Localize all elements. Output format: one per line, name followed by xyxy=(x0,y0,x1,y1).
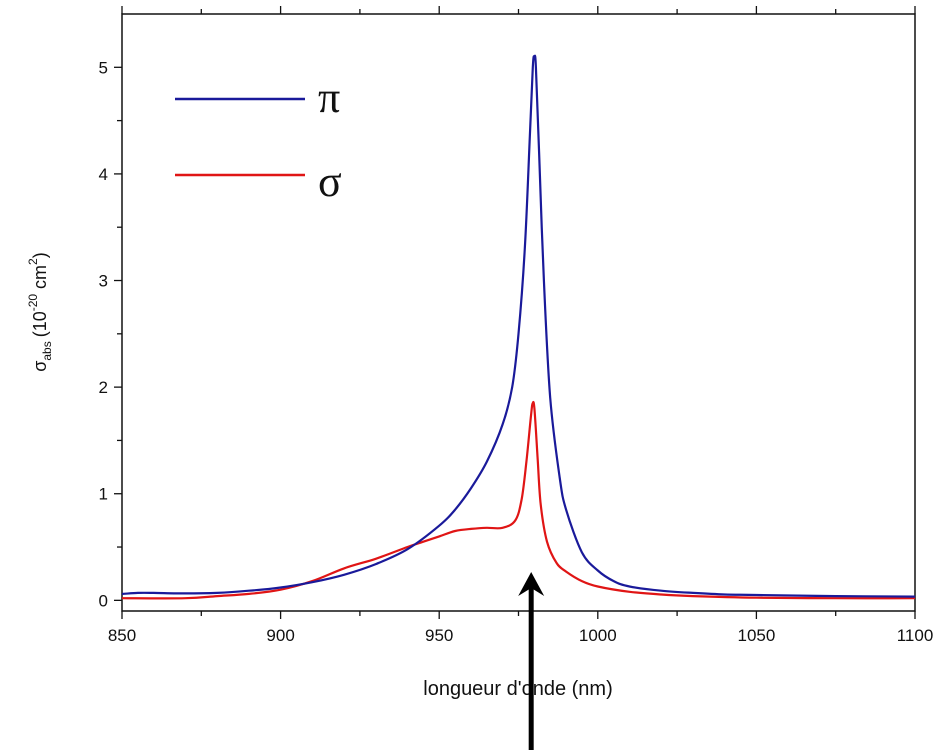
y-tick-label: 3 xyxy=(99,272,108,291)
legend: π σ xyxy=(175,73,342,206)
peak-arrow xyxy=(518,572,545,750)
y-tick-labels: 0 1 2 3 4 5 xyxy=(99,58,108,610)
y-axis-exponent: -20 xyxy=(26,294,40,312)
x-tick-label: 900 xyxy=(266,626,294,645)
series-lines xyxy=(121,54,916,600)
x-tick-label: 1050 xyxy=(737,626,775,645)
x-tick-label: 950 xyxy=(425,626,453,645)
x-tick-label: 850 xyxy=(108,626,136,645)
x-tick-label: 1100 xyxy=(897,626,934,645)
x-tick-label: 1000 xyxy=(579,626,617,645)
legend-label-sigma: σ xyxy=(318,157,342,206)
y-axis-symbol: σ xyxy=(30,361,50,372)
y-axis-close: ) xyxy=(30,252,50,258)
y-tick-label: 1 xyxy=(99,485,108,504)
series-line-sigma xyxy=(121,400,916,600)
y-axis-unit: cm xyxy=(30,265,50,289)
plot-frame xyxy=(121,13,916,612)
y-axis-open: (10 xyxy=(30,311,50,337)
y-tick-label: 0 xyxy=(99,591,108,610)
y-tick-label: 5 xyxy=(99,58,108,77)
y-axis-subscript: abs xyxy=(40,341,54,360)
series-line-pi xyxy=(121,54,916,598)
x-tick-labels: 850 900 950 1000 1050 1100 xyxy=(108,626,933,645)
axis-ticks xyxy=(114,6,916,619)
x-axis-title: longueur d'onde (nm) xyxy=(423,678,613,700)
arrow-head xyxy=(518,572,545,596)
y-axis-unit-exponent: 2 xyxy=(26,258,40,265)
y-tick-label: 2 xyxy=(99,378,108,397)
y-axis-title: σabs (10-20 cm2) xyxy=(26,252,54,372)
legend-label-pi: π xyxy=(318,73,340,122)
y-tick-label: 4 xyxy=(99,165,108,184)
